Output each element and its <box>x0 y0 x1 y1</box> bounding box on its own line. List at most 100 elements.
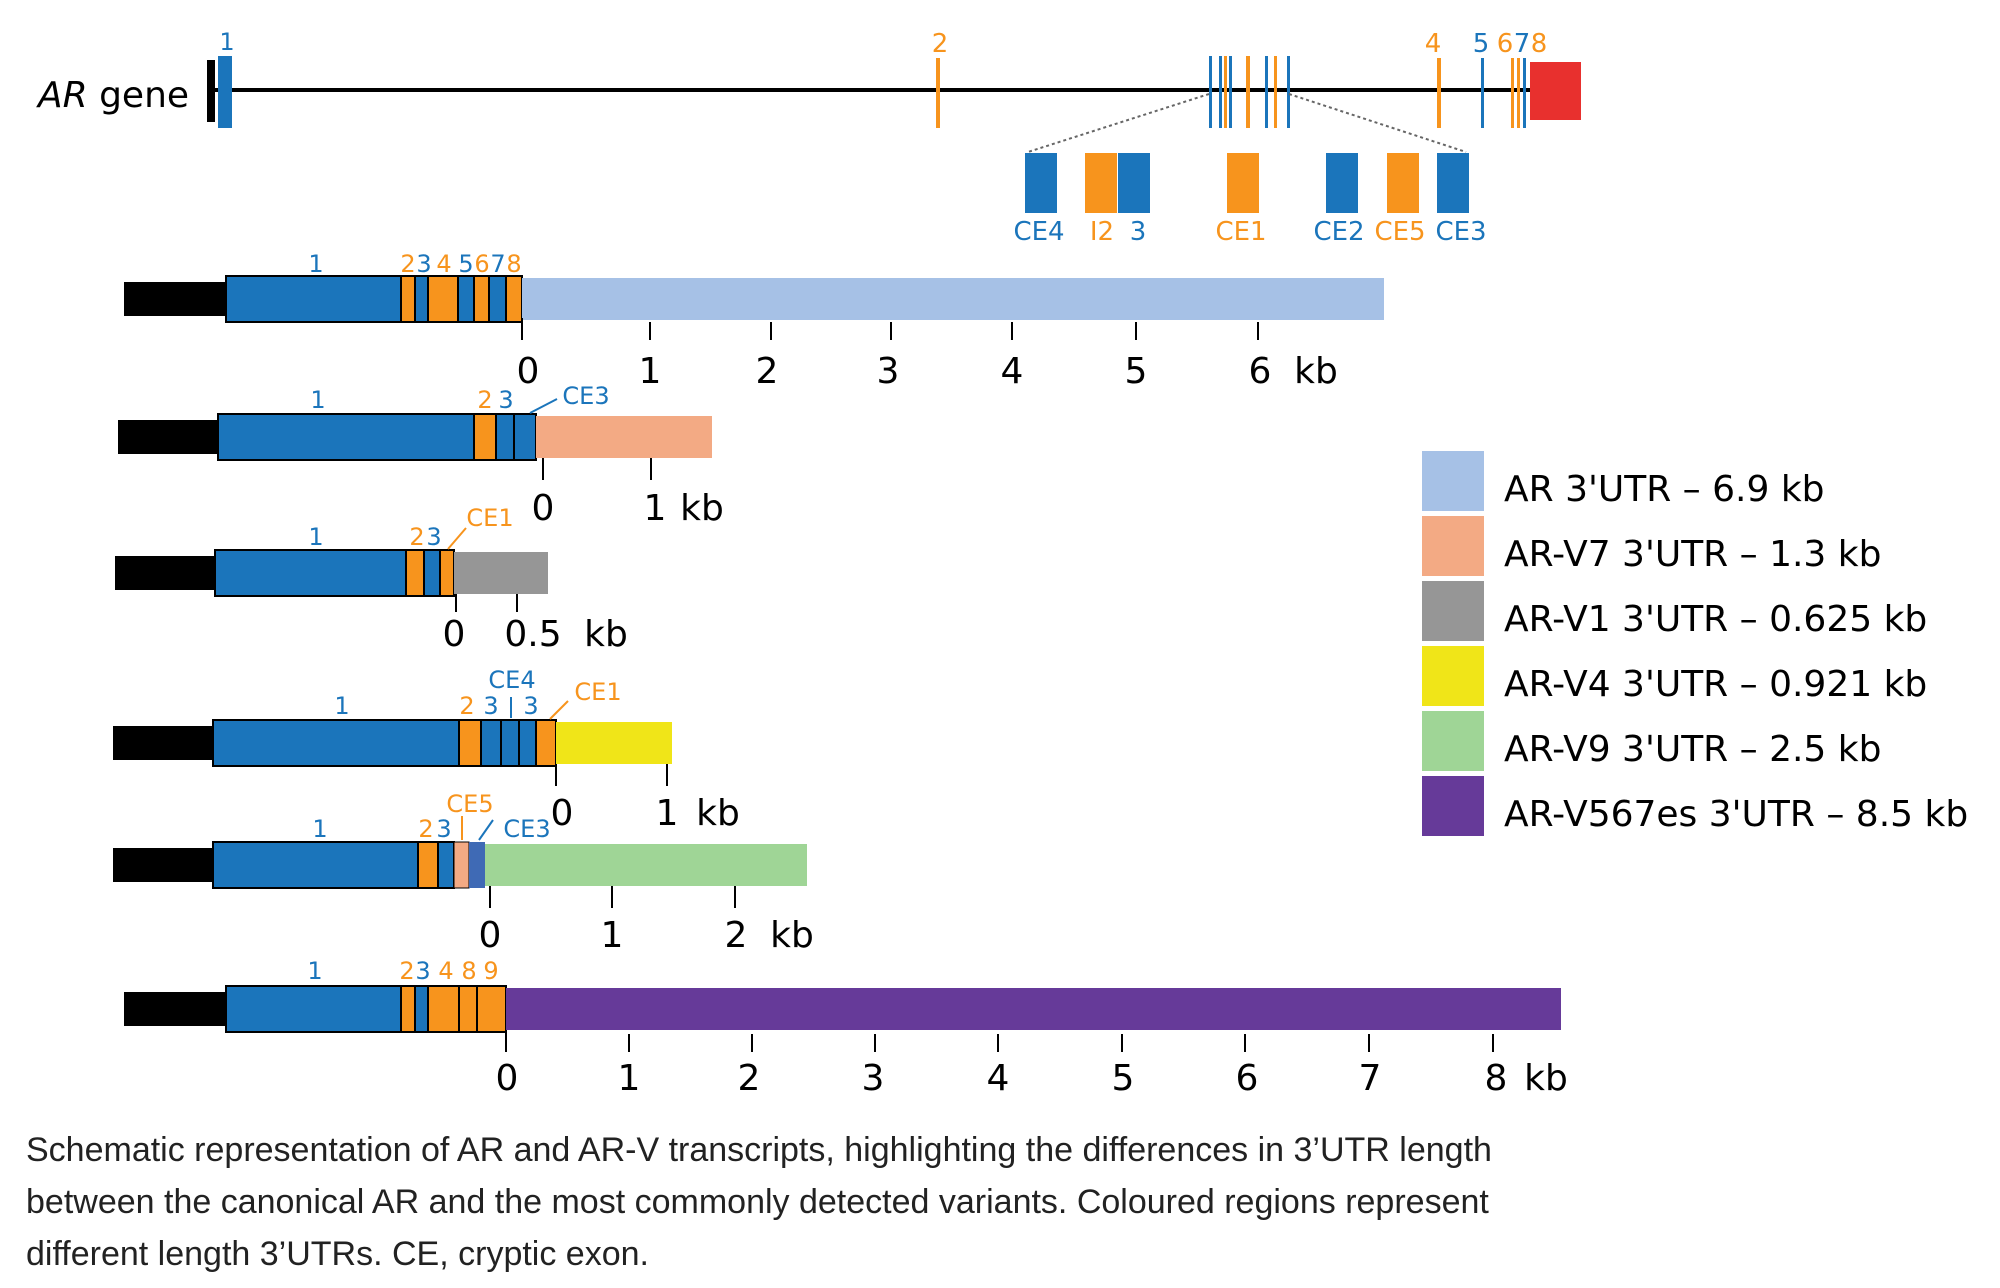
scale-axis: 0 1 2 3 4 5 6 7 8 kb <box>496 1030 1568 1099</box>
exon-2 <box>458 719 482 767</box>
transcript-ar-v4: 1 2 3 CE4 3 CE1 0 1 kb <box>113 666 740 834</box>
gene-label: AR gene <box>36 75 189 116</box>
legend-item-ar-v567es: AR-V567es 3'UTR – 8.5 kb <box>1422 776 1968 836</box>
unit-label: kb <box>770 915 814 956</box>
callout-line <box>549 700 569 720</box>
inset-exon-ce2 <box>1326 153 1358 213</box>
legend-label: AR 3'UTR – 6.9 kb <box>1504 469 1825 510</box>
tick-label: 2 <box>738 1058 761 1099</box>
exon-label: CE5 <box>446 790 493 818</box>
tick-label: 6 <box>1236 1058 1259 1099</box>
exon-2 <box>473 413 497 461</box>
tick-label: 4 <box>1001 351 1024 392</box>
exon-label: 2 <box>409 523 424 551</box>
transcript-ar: 1 2 3 4 5 6 7 8 0 1 2 3 4 5 6 kb <box>124 250 1384 392</box>
exon-2 <box>400 985 416 1033</box>
exon-4 <box>427 985 460 1033</box>
exon-label: 3 <box>483 692 498 720</box>
ar-gene-schematic: AR gene 1 2 4 5 6 7 8 <box>36 28 1581 247</box>
exon-label: 6 <box>474 250 489 278</box>
transcript-5prime-cap <box>113 726 213 760</box>
exon-8 <box>458 985 478 1033</box>
gene-exon-label-2: 2 <box>932 29 949 59</box>
exon-label: 4 <box>438 957 453 985</box>
exon-3b <box>518 719 537 767</box>
inset-label-ce3: CE3 <box>1435 217 1486 247</box>
exon-label: 3 <box>498 386 513 414</box>
zoom-line-right <box>1288 93 1467 153</box>
callout-line <box>529 398 558 414</box>
callout-line <box>447 527 467 550</box>
tick-label: 6 <box>1249 351 1272 392</box>
legend-swatch <box>1422 581 1484 641</box>
legend-swatch <box>1422 776 1484 836</box>
unit-label: kb <box>680 488 724 529</box>
unit-label: kb <box>1294 351 1338 392</box>
exon-8 <box>505 275 523 323</box>
legend-item-ar-v4: AR-V4 3'UTR – 0.921 kb <box>1422 646 1927 706</box>
exon-ce4 <box>500 719 520 767</box>
inset-label-ce1: CE1 <box>1215 217 1266 247</box>
inset-label-ce4: CE4 <box>1013 217 1064 247</box>
tick-label: 5 <box>1125 351 1148 392</box>
gene-terminal-exon <box>1530 62 1581 120</box>
exon-1 <box>212 841 419 889</box>
caption-line-2: between the canonical AR and the most co… <box>26 1183 1489 1221</box>
transcript-5prime-cap <box>115 556 215 590</box>
legend-label: AR-V4 3'UTR – 0.921 kb <box>1504 664 1927 705</box>
exon-label: 2 <box>400 250 415 278</box>
exon-label: CE4 <box>488 666 535 694</box>
exon-ce1 <box>535 719 557 767</box>
inset-exon-i2 <box>1085 153 1117 213</box>
tick-label: 0 <box>479 915 502 956</box>
transcript-5prime-cap <box>118 420 218 454</box>
exon-label: 8 <box>506 250 521 278</box>
exon-4 <box>427 275 459 323</box>
exon-1 <box>214 549 407 597</box>
exon-ce3 <box>469 842 485 888</box>
tick-label: 1 <box>639 351 662 392</box>
scale-axis: 0 1 kb <box>551 764 740 834</box>
tick-label: 3 <box>862 1058 885 1099</box>
tick-label: 1 <box>644 488 667 529</box>
inset-exon-3 <box>1118 153 1150 213</box>
inset-label-ce5: CE5 <box>1374 217 1425 247</box>
transcript-5prime-cap <box>124 282 226 316</box>
tick-label: 0 <box>496 1058 519 1099</box>
utr-ar-v1 <box>454 552 548 594</box>
gene-exon-8-line <box>1523 58 1526 128</box>
legend-label: AR-V1 3'UTR – 0.625 kb <box>1504 599 1927 640</box>
transcript-ar-v7: 1 2 3 CE3 0 1 kb <box>118 382 724 529</box>
tick-label: 5 <box>1112 1058 1135 1099</box>
gene-exon-cluster <box>1209 56 1290 128</box>
gene-exon-4 <box>1437 58 1441 128</box>
legend-swatch <box>1422 451 1484 511</box>
tick-label: 0 <box>517 351 540 392</box>
exon-label: 1 <box>308 250 323 278</box>
legend-item-ar: AR 3'UTR – 6.9 kb <box>1422 451 1825 511</box>
gene-exon-label-5: 5 <box>1473 29 1490 59</box>
gene-exon-label-6: 6 <box>1497 29 1514 59</box>
utr-ar <box>522 278 1384 320</box>
tick-label: 2 <box>725 915 748 956</box>
gene-exon-7 <box>1517 58 1520 128</box>
exon-label: 3 <box>523 692 538 720</box>
exon-label: CE1 <box>466 504 513 532</box>
callout-line <box>478 819 494 841</box>
inset-exon-ce3 <box>1437 153 1469 213</box>
legend-item-ar-v9: AR-V9 3'UTR – 2.5 kb <box>1422 711 1881 771</box>
tick-label: 2 <box>756 351 779 392</box>
legend-label: AR-V9 3'UTR – 2.5 kb <box>1504 729 1881 770</box>
exon-3 <box>414 985 429 1033</box>
zoom-line-left <box>1027 93 1210 153</box>
gene-exon-label-1: 1 <box>219 28 234 56</box>
exon-label: 3 <box>436 815 451 843</box>
exon-2 <box>405 549 425 597</box>
exon-label: 3 <box>415 957 430 985</box>
exon-label: 9 <box>483 957 498 985</box>
tick-label: 3 <box>877 351 900 392</box>
caption-line-3: different length 3’UTRs. CE, cryptic exo… <box>26 1235 649 1273</box>
inset-exon-ce1 <box>1227 153 1259 213</box>
scale-axis: 0 1 2 3 4 5 6 kb <box>517 318 1338 392</box>
